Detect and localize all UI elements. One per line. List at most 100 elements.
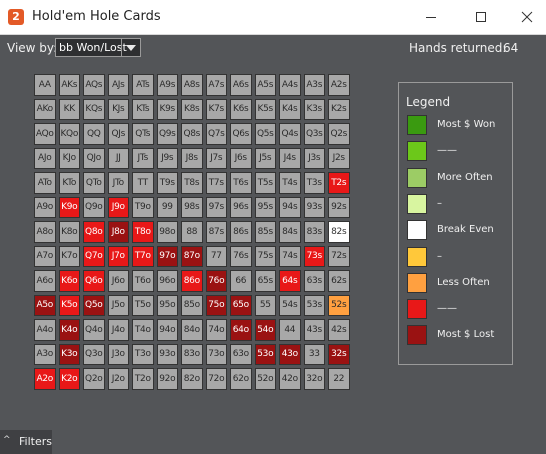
hand-cell[interactable]: KQs xyxy=(82,98,107,123)
hand-cell[interactable]: Q4o xyxy=(82,318,107,343)
hand-cell[interactable]: 95s xyxy=(254,196,279,221)
hand-cell[interactable]: KTs xyxy=(131,98,156,123)
hand-cell[interactable]: 82s xyxy=(327,220,352,245)
hand-cell[interactable]: QJs xyxy=(107,122,132,147)
hand-cell[interactable]: J5s xyxy=(254,147,279,172)
hand-cell[interactable]: T2o xyxy=(131,367,156,392)
hand-cell[interactable]: J2s xyxy=(327,147,352,172)
hand-cell[interactable]: K4o xyxy=(58,318,83,343)
hand-cell[interactable]: JTs xyxy=(131,147,156,172)
hand-cell[interactable]: T9s xyxy=(156,171,181,196)
hand-cell[interactable]: JTo xyxy=(107,171,132,196)
close-button[interactable] xyxy=(504,0,546,34)
hand-cell[interactable]: T2s xyxy=(327,171,352,196)
hand-cell[interactable]: A5o xyxy=(33,294,58,319)
hand-cell[interactable]: AJo xyxy=(33,147,58,172)
hand-cell[interactable]: 95o xyxy=(156,294,181,319)
hand-cell[interactable]: T6o xyxy=(131,269,156,294)
hand-cell[interactable]: 53o xyxy=(254,343,279,368)
hand-cell[interactable]: A2o xyxy=(33,367,58,392)
hand-cell[interactable]: Q9o xyxy=(82,196,107,221)
hand-cell[interactable]: 63o xyxy=(229,343,254,368)
hand-cell[interactable]: 75s xyxy=(254,245,279,270)
hand-cell[interactable]: 65o xyxy=(229,294,254,319)
hand-cell[interactable]: 43o xyxy=(278,343,303,368)
hand-cell[interactable]: 76o xyxy=(205,269,230,294)
hand-cell[interactable]: J4s xyxy=(278,147,303,172)
hand-cell[interactable]: T3s xyxy=(303,171,328,196)
hand-cell[interactable]: Q7s xyxy=(205,122,230,147)
hand-cell[interactable]: K2o xyxy=(58,367,83,392)
hand-cell[interactable]: 43s xyxy=(303,318,328,343)
hand-cell[interactable]: 64s xyxy=(278,269,303,294)
hand-cell[interactable]: 55 xyxy=(254,294,279,319)
hand-cell[interactable]: J6o xyxy=(107,269,132,294)
hand-cell[interactable]: 85o xyxy=(180,294,205,319)
hand-cell[interactable]: Q6o xyxy=(82,269,107,294)
hand-cell[interactable]: Q6s xyxy=(229,122,254,147)
hand-cell[interactable]: 65s xyxy=(254,269,279,294)
hand-cell[interactable]: A3s xyxy=(303,73,328,98)
filters-toggle[interactable]: ^ Filters xyxy=(0,430,52,454)
hand-cell[interactable]: K5s xyxy=(254,98,279,123)
hand-cell[interactable]: A6s xyxy=(229,73,254,98)
hand-cell[interactable]: JJ xyxy=(107,147,132,172)
hand-cell[interactable]: J3o xyxy=(107,343,132,368)
hand-cell[interactable]: 73o xyxy=(205,343,230,368)
hand-cell[interactable]: 87s xyxy=(205,220,230,245)
hand-cell[interactable]: A3o xyxy=(33,343,58,368)
hand-cell[interactable]: KJo xyxy=(58,147,83,172)
hand-cell[interactable]: 84o xyxy=(180,318,205,343)
hand-cell[interactable]: J6s xyxy=(229,147,254,172)
hand-cell[interactable]: A9o xyxy=(33,196,58,221)
hand-cell[interactable]: 92s xyxy=(327,196,352,221)
minimize-button[interactable] xyxy=(408,0,454,34)
hand-cell[interactable]: QJo xyxy=(82,147,107,172)
hand-cell[interactable]: 33 xyxy=(303,343,328,368)
hand-cell[interactable]: 74s xyxy=(278,245,303,270)
hand-cell[interactable]: Q2o xyxy=(82,367,107,392)
hand-cell[interactable]: 73s xyxy=(303,245,328,270)
hand-cell[interactable]: AQo xyxy=(33,122,58,147)
hand-cell[interactable]: K5o xyxy=(58,294,83,319)
hand-cell[interactable]: 85s xyxy=(254,220,279,245)
hand-cell[interactable]: 42o xyxy=(278,367,303,392)
hand-cell[interactable]: 96s xyxy=(229,196,254,221)
hand-cell[interactable]: Q5o xyxy=(82,294,107,319)
hand-cell[interactable]: 53s xyxy=(303,294,328,319)
hand-cell[interactable]: 62o xyxy=(229,367,254,392)
hand-cell[interactable]: Q8o xyxy=(82,220,107,245)
hand-cell[interactable]: J7o xyxy=(107,245,132,270)
hand-cell[interactable]: A4s xyxy=(278,73,303,98)
hand-cell[interactable]: T5o xyxy=(131,294,156,319)
hand-cell[interactable]: J7s xyxy=(205,147,230,172)
hand-cell[interactable]: 94o xyxy=(156,318,181,343)
hand-cell[interactable]: K8s xyxy=(180,98,205,123)
hand-cell[interactable]: 86s xyxy=(229,220,254,245)
hand-cell[interactable]: 86o xyxy=(180,269,205,294)
hand-cell[interactable]: K2s xyxy=(327,98,352,123)
hand-cell[interactable]: 83o xyxy=(180,343,205,368)
hand-cell[interactable]: KTo xyxy=(58,171,83,196)
hand-cell[interactable]: J8o xyxy=(107,220,132,245)
hand-cell[interactable]: 22 xyxy=(327,367,352,392)
hand-cell[interactable]: 98s xyxy=(180,196,205,221)
hand-cell[interactable]: AQs xyxy=(82,73,107,98)
hand-cell[interactable]: A2s xyxy=(327,73,352,98)
hand-cell[interactable]: J2o xyxy=(107,367,132,392)
hand-cell[interactable]: A4o xyxy=(33,318,58,343)
hand-cell[interactable]: 99 xyxy=(156,196,181,221)
hand-cell[interactable]: 75o xyxy=(205,294,230,319)
hand-cell[interactable]: 83s xyxy=(303,220,328,245)
hand-cell[interactable]: 93s xyxy=(303,196,328,221)
hand-cell[interactable]: 76s xyxy=(229,245,254,270)
hand-cell[interactable]: J5o xyxy=(107,294,132,319)
hand-cell[interactable]: KK xyxy=(58,98,83,123)
hand-cell[interactable]: 98o xyxy=(156,220,181,245)
hand-cell[interactable]: A7o xyxy=(33,245,58,270)
hand-cell[interactable]: K6s xyxy=(229,98,254,123)
hand-cell[interactable]: T6s xyxy=(229,171,254,196)
hand-cell[interactable]: K7s xyxy=(205,98,230,123)
hand-cell[interactable]: T7o xyxy=(131,245,156,270)
hand-cell[interactable]: AA xyxy=(33,73,58,98)
